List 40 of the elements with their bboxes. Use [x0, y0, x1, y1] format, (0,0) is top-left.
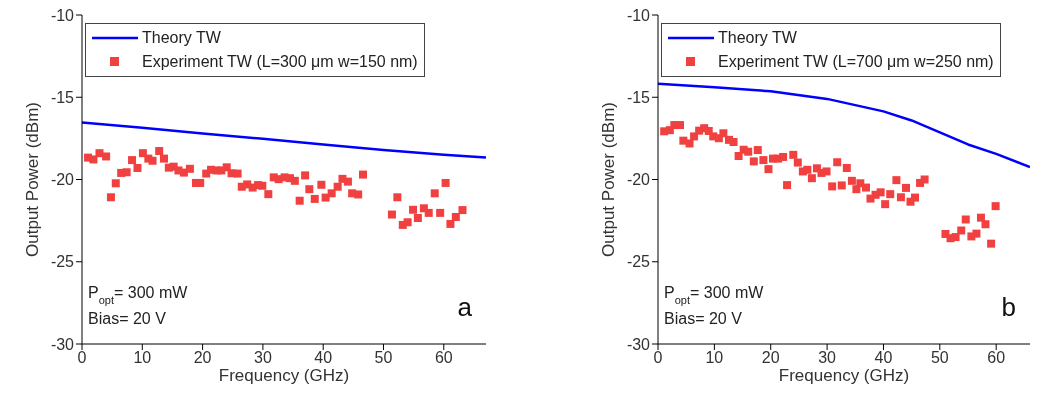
legend-label: Theory TW: [718, 29, 797, 47]
x-tick-label: 30: [818, 349, 837, 367]
x-tick-label: 20: [761, 349, 780, 367]
y-tick-label: -20: [50, 171, 75, 189]
annotation: a: [457, 292, 473, 322]
x-tick-label: 50: [374, 349, 393, 367]
annotation: Bias= 20 V: [664, 310, 743, 327]
x-tick-label: 0: [653, 349, 663, 367]
y-axis-title: Output Power (dBm): [599, 102, 618, 257]
annotation: Bias= 20 V: [88, 310, 167, 327]
y-tick-label: -10: [626, 6, 651, 24]
x-tick-label: 10: [133, 349, 152, 367]
legend-label: Experiment TW (L=700 μm w=250 nm): [718, 53, 994, 71]
x-tick-label: 40: [314, 349, 333, 367]
x-tick-label: 40: [874, 349, 893, 367]
x-tick-label: 60: [434, 349, 453, 367]
x-tick-label: 20: [193, 349, 212, 367]
y-tick-label: -10: [50, 6, 75, 24]
x-tick-label: 60: [987, 349, 1006, 367]
y-axis-title: Output Power (dBm): [23, 102, 42, 257]
line-series: [82, 121, 486, 159]
y-tick-label: -20: [626, 171, 651, 189]
y-tick-label: -15: [626, 88, 651, 106]
y-tick-label: -25: [626, 253, 651, 271]
annotation: P$_{opt}$= 300 mW: [664, 284, 765, 306]
annotation: b: [1001, 292, 1016, 322]
annotation: P$_{opt}$= 300 mW: [88, 284, 189, 306]
y-tick-label: -30: [626, 335, 651, 353]
y-tick-label: -25: [50, 253, 75, 271]
legend-label: Theory TW: [142, 29, 221, 47]
x-tick-label: 10: [705, 349, 724, 367]
line-series: [658, 82, 1030, 169]
x-axis-title: Frequency (GHz): [778, 366, 910, 385]
x-axis-title: Frequency (GHz): [218, 366, 350, 385]
y-tick-label: -15: [50, 88, 75, 106]
x-tick-label: 0: [77, 349, 87, 367]
x-tick-label: 50: [930, 349, 949, 367]
legend-label: Experiment TW (L=300 μm w=150 nm): [142, 53, 418, 71]
y-tick-label: -30: [50, 335, 75, 353]
x-tick-label: 30: [254, 349, 272, 367]
